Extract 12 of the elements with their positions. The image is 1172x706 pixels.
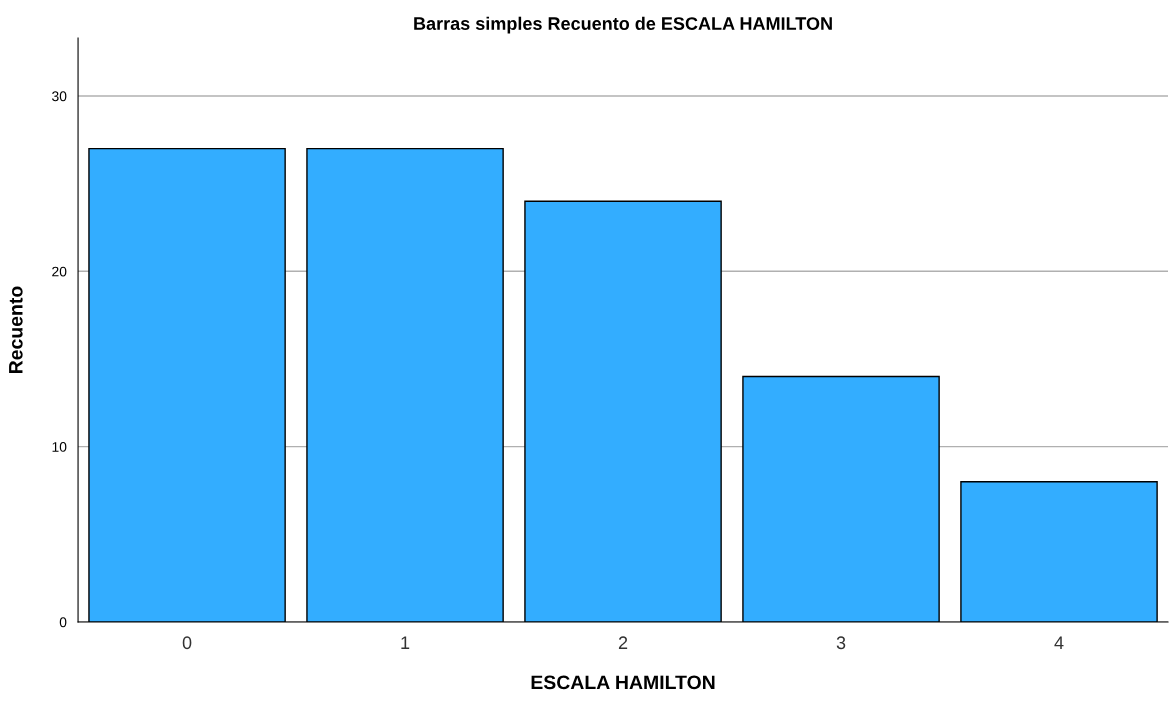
chart-title: Barras simples Recuento de ESCALA HAMILTON — [414, 16, 832, 34]
x-tick-label: 1 — [401, 636, 410, 649]
y-axis-title: Recuento — [9, 286, 23, 374]
y-tick-label: 30 — [52, 91, 67, 102]
x-tick-label: 4 — [1054, 636, 1064, 649]
y-tick-label: 10 — [52, 441, 67, 452]
x-tick-label: 3 — [836, 636, 846, 650]
x-axis-title: ESCALA HAMILTON — [531, 675, 715, 690]
x-tick-label: 2 — [618, 636, 628, 649]
y-tick-label: 0 — [59, 617, 67, 628]
y-tick-label: 20 — [52, 266, 67, 277]
x-tick-label: 0 — [182, 636, 192, 650]
